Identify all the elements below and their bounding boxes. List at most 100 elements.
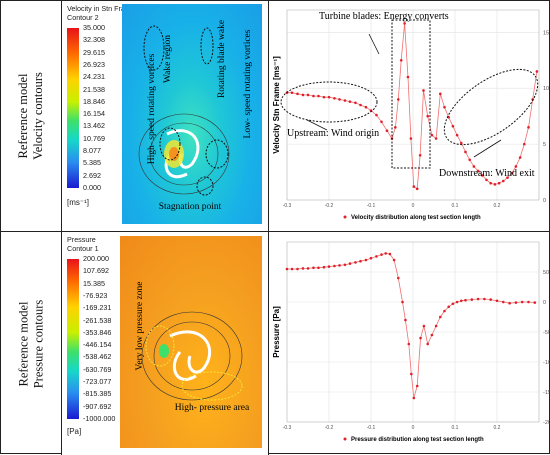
rotor-circle-outer [138, 113, 230, 195]
row-label-line1: Reference model [16, 300, 30, 387]
data-point [312, 94, 315, 98]
x-axis-label: Velocity distribution along test section… [351, 215, 481, 221]
data-point [410, 372, 413, 376]
data-point [514, 301, 518, 304]
row-label-line1: Reference model [16, 73, 30, 159]
data-point [348, 262, 352, 265]
low-speed-label: Low- speed rotating vortices [243, 29, 253, 138]
data-point [415, 384, 419, 388]
plot-frame [286, 241, 540, 423]
velocity-contour-panel: Velocity in Stn Frame Contour 2 35.000 32… [62, 2, 268, 231]
data-point [455, 133, 459, 137]
data-point [401, 300, 404, 304]
low-pressure-spot [159, 344, 169, 358]
legend-tick-label: 16.154 [83, 109, 105, 119]
data-point [407, 342, 411, 346]
data-point [495, 299, 499, 303]
legend-title: Velocity in Stn Frame [67, 4, 135, 13]
data-point [343, 99, 347, 102]
series-line [287, 23, 538, 190]
very-low-pressure-label: Very low pressure zone [135, 282, 145, 371]
legend-tick-label: 8.077 [83, 146, 101, 156]
data-point [406, 75, 410, 79]
data-point [364, 105, 368, 109]
data-point [426, 342, 429, 346]
data-point [493, 183, 497, 186]
data-point [502, 300, 505, 304]
data-point [343, 263, 347, 267]
wake-region-label: Wake region [163, 35, 173, 83]
y-tick-label: -200 [543, 420, 550, 426]
legend-tick-label: 24.231 [83, 72, 105, 82]
data-point [520, 300, 524, 304]
data-point [312, 266, 315, 270]
data-point [430, 333, 434, 337]
velocity-legend: Velocity in Stn Frame Contour 2 35.000 32… [67, 4, 147, 207]
y-tick-label: 15 [543, 30, 549, 36]
data-point [476, 169, 480, 173]
legend-tick-label: -907.692 [83, 401, 112, 411]
data-point [418, 153, 422, 157]
legend-tick-label: -261.538 [83, 315, 112, 325]
data-point [392, 258, 396, 262]
x-tick-label: -0.3 [283, 203, 292, 209]
data-point [455, 300, 459, 304]
data-point [476, 297, 480, 301]
data-point [399, 58, 403, 62]
wake-region-marker [143, 25, 165, 71]
data-point [439, 315, 442, 319]
data-point [296, 267, 299, 271]
data-point [317, 94, 320, 98]
legend-tick-label: 32.308 [83, 35, 105, 45]
data-point [533, 301, 537, 304]
legend-tick-label: -76.923 [83, 290, 108, 300]
data-point [527, 300, 530, 304]
data-point [397, 98, 400, 101]
x-axis-label: Pressure distribution along test section… [351, 437, 484, 443]
row-label-line2: Pressure contours [31, 299, 45, 388]
pressure-contour-panel: Pressure Contour 1 200.000 107.692 15.385 -… [62, 232, 268, 454]
data-point [468, 158, 471, 162]
data-point [404, 318, 407, 322]
data-point [354, 101, 357, 105]
data-point [301, 93, 305, 97]
data-point [489, 298, 492, 301]
data-point [412, 185, 416, 188]
legend-tick-label: 107.692 [83, 266, 109, 276]
legend-tick-label: 2.692 [83, 170, 101, 180]
pressure-legend: Pressure Contour 1 200.000 107.692 15.385 -… [67, 235, 147, 436]
data-point [502, 179, 505, 183]
low-pressure-marker [145, 325, 175, 367]
data-point [527, 126, 530, 129]
data-point [322, 265, 326, 269]
legend-tick-label: 200.000 [83, 254, 109, 263]
legend-tick-label: -723.077 [83, 377, 112, 387]
data-point [348, 100, 352, 103]
high-speed-label: High- speed rotating vortices [147, 53, 157, 164]
legend-tick-label: 15.385 [83, 278, 105, 288]
data-point [506, 176, 509, 179]
data-point [430, 133, 434, 137]
data-point [317, 266, 320, 270]
pressure-chart: 50 0 -50 -100 -150 -200 -0.3 -0.2 -0.1 0 0.1 0.2 Pre… [272, 241, 550, 443]
legend-tick-label: 26.923 [83, 59, 105, 69]
data-point [290, 267, 294, 271]
data-point [380, 253, 383, 256]
legend-tick-label: -815.385 [83, 389, 112, 399]
legend-unit: [ms⁻¹] [67, 198, 89, 207]
data-point [394, 126, 397, 129]
legend-title: Pressure [67, 235, 96, 244]
velocity-colorbar [67, 28, 79, 188]
downstream-annotation: Downstream: Wind exit [439, 168, 535, 179]
data-point [333, 264, 336, 268]
legend-subtitle: Contour 1 [67, 244, 99, 253]
velocity-field-image: Wake region Rotating blade wake Low- spe… [122, 4, 262, 224]
turbine-annotation: Turbine blades: Energy converts [319, 11, 449, 22]
legend-tick-label: 29.615 [83, 47, 105, 57]
data-point [290, 91, 294, 95]
data-point [508, 301, 511, 305]
velocity-chart: 0 5 10 15 -0.3 -0.2 -0.1 0 0.1 0.2 Velocity Stn Fr… [272, 9, 549, 221]
column-divider-left [61, 1, 62, 455]
data-point [426, 114, 429, 118]
legend-tick-label: 13.462 [83, 121, 105, 131]
